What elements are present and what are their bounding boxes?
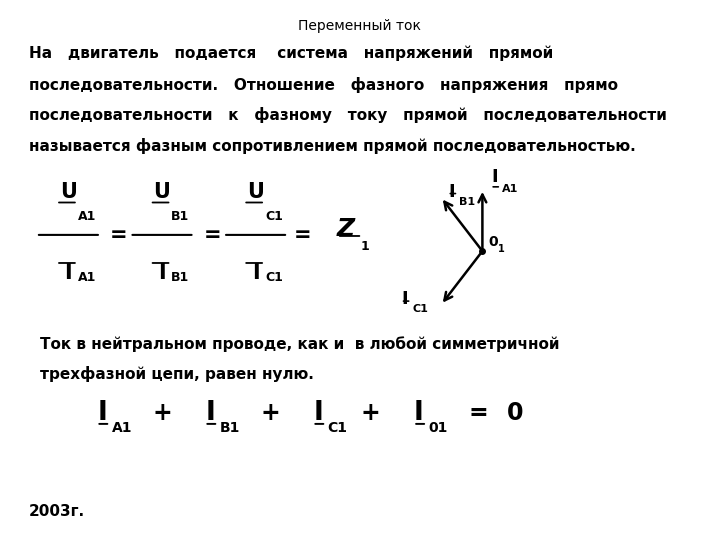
Text: B1: B1 (220, 421, 240, 435)
Text: I: I (414, 400, 424, 426)
Text: U: U (153, 183, 171, 202)
Text: последовательности.   Отношение   фазного   напряжения   прямо: последовательности. Отношение фазного на… (29, 77, 618, 93)
Text: Ток в нейтральном проводе, как и  в любой симметричной: Ток в нейтральном проводе, как и в любой… (40, 336, 559, 352)
Text: I: I (448, 183, 455, 201)
Text: +: + (152, 401, 172, 425)
Text: A1: A1 (112, 421, 132, 435)
Text: I: I (402, 291, 408, 308)
Text: 2003г.: 2003г. (29, 504, 85, 519)
Text: I: I (65, 263, 72, 283)
Text: +: + (260, 401, 280, 425)
Text: U: U (60, 183, 77, 202)
Text: 01: 01 (428, 421, 448, 435)
Text: 0: 0 (507, 401, 523, 425)
Text: B1: B1 (171, 271, 189, 284)
Text: I: I (491, 168, 498, 186)
Text: 1: 1 (498, 244, 505, 254)
Text: =: = (110, 225, 127, 245)
Text: 1: 1 (361, 240, 369, 253)
Text: A1: A1 (78, 210, 96, 222)
Text: =: = (294, 225, 311, 245)
Text: A1: A1 (502, 184, 518, 194)
Text: U: U (247, 183, 264, 202)
Text: B1: B1 (459, 197, 475, 207)
Text: 0: 0 (488, 235, 498, 249)
Text: последовательности   к   фазному   току   прямой   последовательности: последовательности к фазному току прямой… (29, 107, 667, 124)
Text: I: I (313, 400, 323, 426)
Text: C1: C1 (265, 210, 283, 222)
Text: C1: C1 (328, 421, 348, 435)
Text: I: I (205, 400, 215, 426)
Text: I: I (97, 400, 107, 426)
Text: Z: Z (337, 218, 355, 241)
Text: I: I (158, 263, 166, 283)
Text: =: = (204, 225, 221, 245)
Text: На   двигатель   подается    система   напряжений   прямой: На двигатель подается система напряжений… (29, 46, 553, 62)
Text: Переменный ток: Переменный ток (299, 19, 421, 33)
Text: +: + (361, 401, 381, 425)
Text: называется фазным сопротивлением прямой последовательностью.: называется фазным сопротивлением прямой … (29, 138, 636, 154)
Text: B1: B1 (171, 210, 189, 222)
Text: =: = (469, 401, 489, 425)
Text: C1: C1 (412, 304, 428, 314)
Text: трехфазной цепи, равен нулю.: трехфазной цепи, равен нулю. (40, 366, 313, 382)
Text: A1: A1 (78, 271, 96, 284)
Text: C1: C1 (265, 271, 283, 284)
Text: I: I (252, 263, 259, 283)
